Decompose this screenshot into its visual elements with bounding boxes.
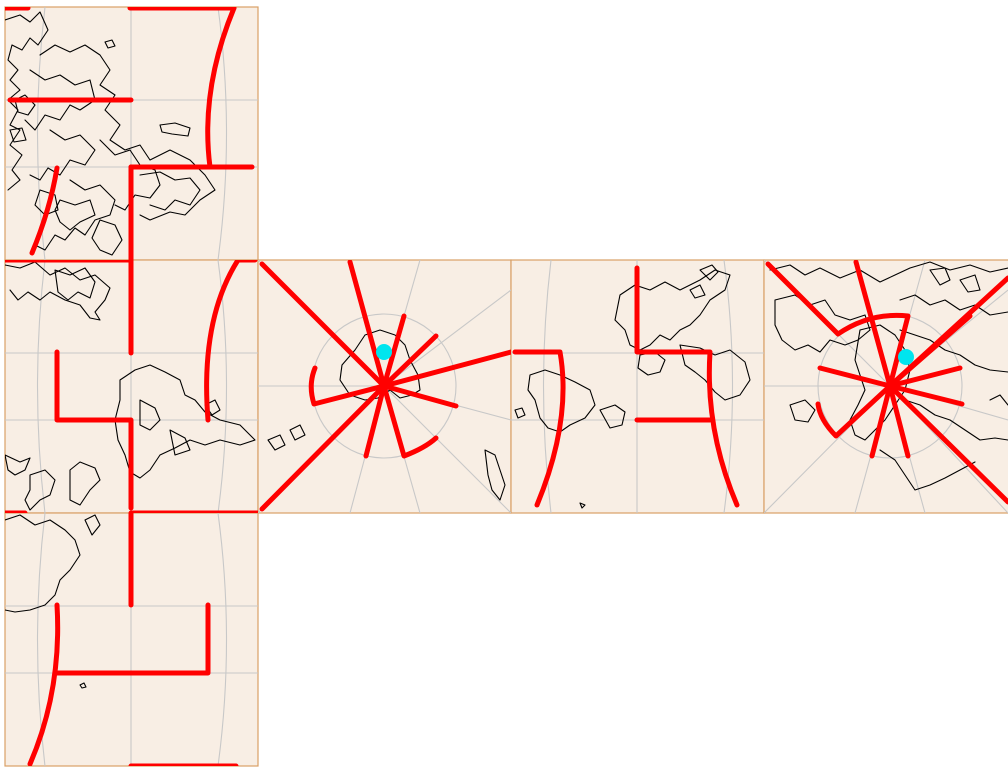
routes-top-left xyxy=(5,7,255,260)
routes-bottom-left xyxy=(27,513,239,766)
south-pole-marker xyxy=(376,344,392,360)
coastlines-arctic xyxy=(769,261,1008,491)
north-pole-marker xyxy=(898,349,914,365)
routes-middle-left xyxy=(5,260,258,513)
routes-antarctica xyxy=(259,260,511,512)
coastlines-bottom-left xyxy=(5,514,101,689)
coastlines-antarctica xyxy=(267,329,506,501)
routes-arctic xyxy=(765,260,1008,505)
routes-americas xyxy=(512,265,740,508)
coastlines-middle-left xyxy=(5,261,256,511)
